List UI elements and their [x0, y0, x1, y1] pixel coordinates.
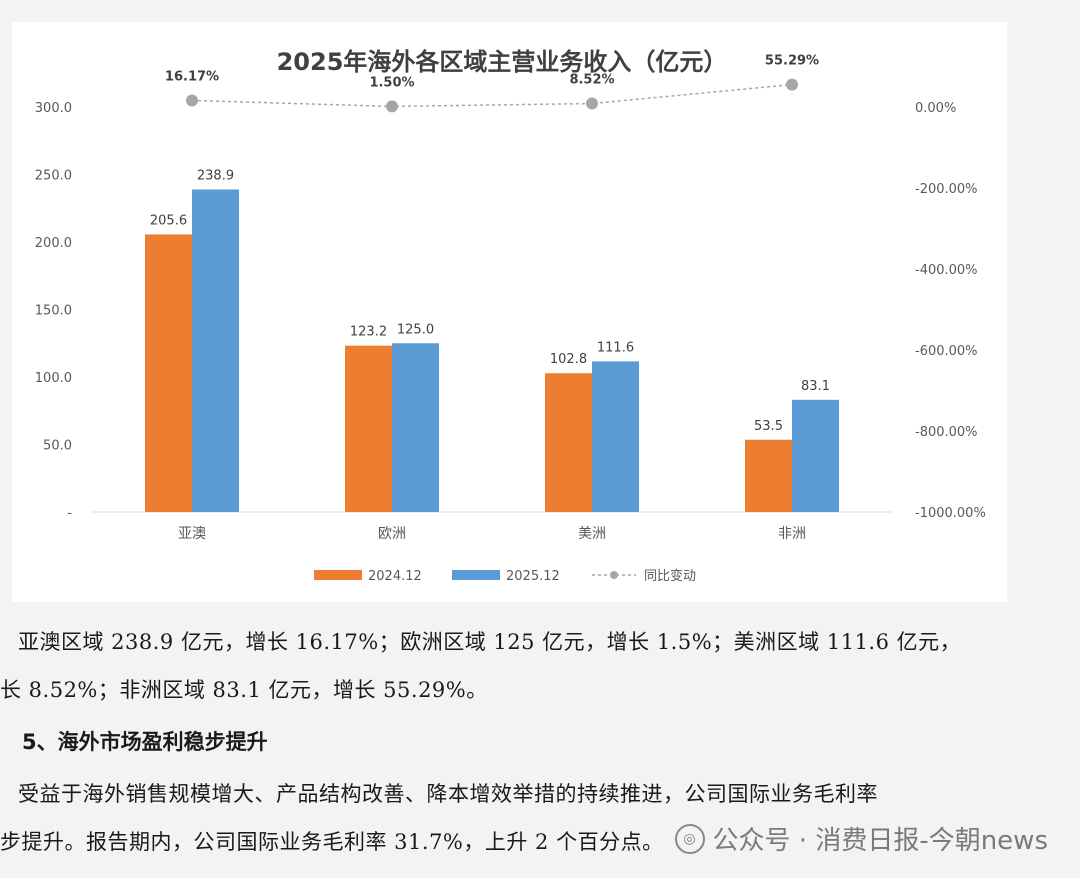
legend-label: 同比变动: [644, 568, 696, 584]
y-right-tick-label: -1000.00%: [915, 506, 986, 521]
bar-2025.12: [592, 361, 639, 512]
legend-swatch: [314, 570, 362, 580]
chart-title: 2025年海外各区域主营业务收入（亿元）: [277, 48, 728, 76]
bar-data-label: 83.1: [801, 379, 830, 394]
legend-swatch: [452, 570, 500, 580]
y-left-tick-label: 250.0: [35, 169, 72, 184]
bar-2025.12: [392, 343, 439, 512]
y-right-tick-label: -600.00%: [915, 344, 978, 359]
legend-label: 2024.12: [368, 569, 422, 584]
y-left-tick-label: 200.0: [35, 236, 72, 251]
bar-2024.12: [345, 345, 392, 512]
bar-2024.12: [145, 234, 192, 512]
line-point: [386, 100, 398, 113]
article-text: 亚澳区域 238.9 亿元，增长 16.17%；欧洲区域 125 亿元，增长 1…: [0, 612, 1080, 878]
chart-panel: 2025年海外各区域主营业务收入（亿元） - 50.0 100.0 150.0 200.0…: [12, 22, 1007, 602]
bar-2025.12: [192, 189, 239, 513]
bar-data-label: 111.6: [597, 340, 634, 355]
watermark-text: 公众号 · 消费日报-今朝news: [712, 826, 1048, 856]
line-point: [586, 97, 598, 110]
y-left-tick-label: 50.0: [43, 439, 72, 454]
legend-marker: [610, 571, 618, 579]
line-point: [786, 78, 798, 91]
y-left-tick-label: 300.0: [35, 101, 72, 116]
bar-2024.12: [545, 373, 592, 512]
y-left-tick-label: 150.0: [35, 304, 72, 319]
paragraph-line-2: 长 8.52%；非洲区域 83.1 亿元，增长 55.29%。: [0, 678, 488, 702]
line-data-label: 8.52%: [569, 73, 614, 88]
y-right-tick-label: 0.00%: [915, 101, 956, 116]
line-yoy-change: [191, 83, 793, 108]
bar-data-label: 205.6: [150, 213, 187, 228]
watermark: ◎ 公众号 · 消费日报-今朝news: [674, 820, 1048, 857]
y-left-tick-label: -: [67, 506, 72, 521]
line-data-label: 16.17%: [165, 69, 219, 84]
wechat-icon: ◎: [674, 823, 705, 854]
revenue-chart: 2025年海外各区域主营业务收入（亿元） - 50.0 100.0 150.0 200.0…: [35, 48, 986, 584]
y-left-tick-label: 100.0: [35, 371, 72, 386]
x-category-label: 亚澳: [178, 526, 206, 542]
bar-data-label: 102.8: [550, 352, 587, 367]
x-category-label: 美洲: [578, 526, 606, 542]
bar-2024.12: [745, 439, 792, 512]
line-data-label: 1.50%: [369, 75, 414, 90]
bar-data-label: 125.0: [397, 322, 434, 337]
y-right-tick-label: -200.00%: [915, 182, 978, 197]
paragraph-line-1: 亚澳区域 238.9 亿元，增长 16.17%；欧洲区域 125 亿元，增长 1…: [18, 630, 962, 654]
bar-2025.12: [792, 399, 839, 512]
x-category-label: 欧洲: [378, 526, 406, 542]
y-right-tick-label: -800.00%: [915, 425, 978, 440]
x-category-label: 非洲: [778, 526, 806, 542]
line-point: [186, 94, 198, 107]
paragraph-line-4: 步提升。报告期内，公司国际业务毛利率 31.7%，上升 2 个百分点。: [0, 830, 664, 854]
line-data-label: 55.29%: [765, 54, 819, 69]
bar-data-label: 238.9: [197, 168, 234, 183]
bar-data-label: 123.2: [350, 325, 387, 340]
paragraph-line-3: 受益于海外销售规模增大、产品结构改善、降本增效举措的持续推进，公司国际业务毛利率: [18, 782, 878, 806]
bar-data-label: 53.5: [754, 419, 783, 434]
y-right-tick-label: -400.00%: [915, 263, 978, 278]
legend-label: 2025.12: [506, 569, 560, 584]
section-heading: 5、海外市场盈利稳步提升: [22, 730, 268, 754]
